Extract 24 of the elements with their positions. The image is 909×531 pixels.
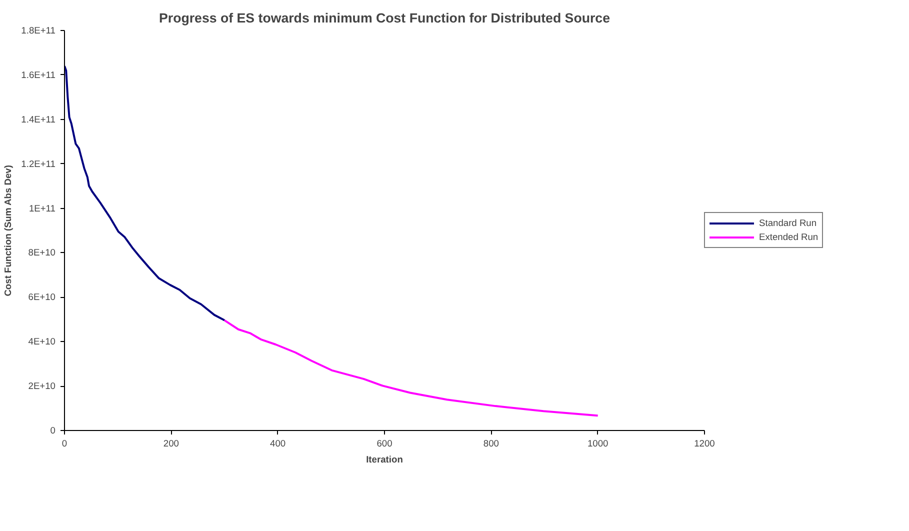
x-tick-label: 1200 (694, 438, 715, 448)
y-tick-label: 1.8E+11 (21, 26, 56, 36)
line-series (64, 65, 226, 322)
y-tick-label: 1.4E+11 (21, 114, 56, 124)
legend-label: Standard Run (759, 217, 817, 229)
line-series (224, 319, 599, 417)
y-tick-label: 4E+10 (28, 336, 56, 347)
y-axis-title: Cost Function (Sum Abs Dev) (3, 165, 14, 296)
x-tick-label: 600 (376, 438, 392, 448)
x-tick-label: 0 (62, 438, 68, 448)
x-axis-title: Iteration (366, 454, 404, 464)
x-tick-label: 200 (163, 438, 179, 448)
x-tick-label: 400 (270, 438, 286, 448)
y-tick-label: 6E+10 (28, 292, 56, 302)
y-tick-label: 8E+10 (28, 248, 56, 258)
x-tick-label: 1000 (587, 438, 608, 448)
y-tick-label: 1.6E+11 (21, 70, 56, 80)
legend-label: Extended Run (759, 231, 818, 243)
x-tick-label: 800 (483, 438, 499, 448)
y-tick-label: 0 (50, 426, 56, 436)
y-tick-label: 1E+11 (28, 203, 56, 214)
chart-title: Progress of ES towards minimum Cost Function for Distributed Source (159, 10, 610, 26)
y-tick-label: 1.2E+11 (21, 158, 56, 169)
y-tick-label: 2E+10 (28, 381, 56, 392)
